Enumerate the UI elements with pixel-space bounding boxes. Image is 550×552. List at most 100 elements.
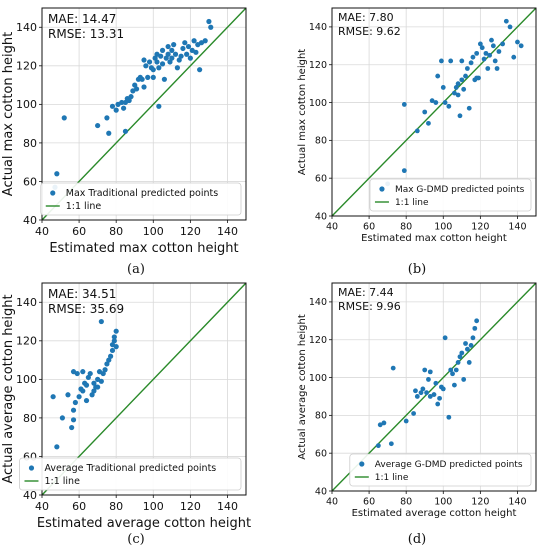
- data-point: [69, 424, 75, 431]
- y-tick-label: 60: [23, 175, 37, 188]
- data-point: [70, 407, 77, 413]
- x-tick-label: 140: [508, 497, 526, 508]
- stat-text: MAE: 7.44: [338, 286, 394, 299]
- stat-text: RMSE: 9.96: [338, 300, 401, 313]
- data-point: [109, 347, 116, 354]
- data-point: [50, 394, 56, 400]
- data-point: [61, 115, 67, 121]
- data-point: [202, 38, 208, 44]
- data-point: [479, 45, 485, 51]
- data-point: [171, 42, 177, 48]
- chart-panel-3: 40 60 80 100 120 140406080100120140Estimated …: [297, 282, 537, 519]
- data-point: [70, 369, 77, 375]
- data-point: [420, 386, 426, 392]
- data-point: [424, 390, 429, 396]
- legend-marker-points: [359, 461, 365, 467]
- data-point: [455, 360, 461, 365]
- data-point: [197, 67, 203, 73]
- data-point: [518, 43, 524, 49]
- data-point: [435, 73, 441, 79]
- data-point: [83, 382, 90, 388]
- data-point: [463, 73, 468, 79]
- data-point: [70, 417, 77, 423]
- data-point: [466, 105, 472, 111]
- data-point: [463, 341, 468, 346]
- x-tick-label: 120: [180, 225, 201, 238]
- data-point: [154, 59, 160, 65]
- data-point: [453, 367, 459, 373]
- y-tick-label: 40: [23, 489, 37, 502]
- data-point: [422, 109, 428, 115]
- data-point: [98, 318, 104, 325]
- data-point: [483, 50, 489, 56]
- data-point: [152, 55, 158, 61]
- data-point: [174, 65, 180, 71]
- data-point: [427, 394, 433, 399]
- legend-label-points: Max G-DMD predicted points: [395, 185, 525, 195]
- legend-label-line: 1:1 line: [44, 476, 80, 487]
- data-point: [176, 57, 182, 63]
- data-point: [485, 66, 491, 71]
- data-point: [403, 418, 409, 424]
- legend-marker-points: [379, 186, 385, 192]
- y-axis-label: Actual average cotton height: [1, 294, 16, 483]
- data-point: [413, 388, 418, 394]
- data-point: [427, 369, 433, 375]
- data-point: [191, 38, 197, 44]
- legend-label-points: Average G-DMD predicted points: [375, 460, 523, 470]
- data-point: [89, 392, 95, 398]
- chart-panel-0: 40 60 80 100 120 140 40 60 80 100 120 140 Estimated …: [1, 7, 247, 256]
- data-point: [87, 370, 93, 377]
- data-point: [150, 74, 156, 80]
- data-point: [169, 55, 175, 61]
- y-tick-label: 140: [16, 21, 37, 34]
- data-point: [54, 171, 60, 177]
- data-point: [477, 41, 483, 47]
- legend-label-line: 1:1 line: [66, 201, 102, 212]
- data-point: [474, 75, 480, 81]
- y-tick-label: 100: [309, 98, 327, 109]
- data-point: [457, 113, 463, 119]
- legend-marker-points: [28, 465, 35, 471]
- data-point: [470, 54, 476, 60]
- data-point: [464, 66, 470, 71]
- data-point: [161, 76, 167, 82]
- x-tick-label: 120: [471, 497, 489, 508]
- data-point: [439, 58, 444, 64]
- data-point: [490, 43, 496, 49]
- y-axis-label: Actual average cotton height: [297, 314, 308, 460]
- x-tick-label: 60: [363, 222, 375, 233]
- data-point: [59, 415, 65, 421]
- x-tick-label: 60: [72, 500, 86, 513]
- x-axis-label: Estimated max cotton height: [361, 233, 507, 244]
- data-point: [91, 388, 97, 394]
- data-point: [459, 350, 465, 356]
- data-point: [381, 420, 387, 426]
- stat-text: MAE: 7.80: [338, 11, 394, 24]
- data-point: [139, 76, 145, 82]
- data-point: [455, 92, 461, 98]
- x-tick-label: 80: [400, 222, 412, 233]
- data-point: [390, 365, 396, 371]
- y-tick-label: 140: [16, 296, 37, 309]
- data-point: [515, 39, 520, 45]
- x-tick-label: 40: [35, 500, 49, 513]
- data-point: [401, 102, 407, 107]
- y-tick-label: 80: [315, 411, 327, 422]
- data-point: [165, 51, 171, 57]
- data-point: [145, 74, 151, 80]
- data-point: [95, 384, 101, 390]
- data-point: [453, 85, 459, 90]
- data-point: [156, 65, 162, 71]
- x-tick-label: 60: [72, 225, 86, 238]
- y-tick-label: 120: [309, 60, 327, 71]
- data-point: [122, 128, 129, 134]
- caption-b: (b): [407, 262, 427, 277]
- data-point: [104, 115, 110, 121]
- y-tick-label: 100: [309, 373, 327, 384]
- data-point: [492, 58, 498, 64]
- data-point: [206, 18, 212, 25]
- data-point: [448, 58, 454, 64]
- data-point: [433, 100, 439, 105]
